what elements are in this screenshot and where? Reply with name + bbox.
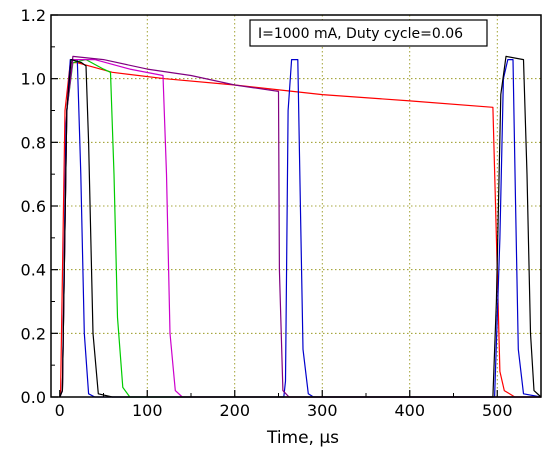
series-line-2: [59, 58, 542, 398]
x-tick-label: 0: [55, 401, 65, 420]
x-tick-label: 200: [219, 401, 250, 420]
y-tick-label: 0.6: [21, 197, 46, 216]
x-axis-title: Time, µs: [266, 428, 339, 448]
legend-box: I=1000 mA, Duty cycle=0.06: [249, 19, 488, 47]
x-tick-label: 300: [307, 401, 338, 420]
y-tick-label: 0.0: [21, 388, 46, 407]
y-tick-label: 1.0: [21, 70, 46, 89]
tick-labels: 0 100 200 300 400 500 0.0 0.2 0.4 0.6 0.8 1.0 1.2: [21, 6, 513, 420]
y-tick-label: 1.2: [21, 6, 46, 25]
x-tick-label: 500: [482, 401, 513, 420]
x-tick-label: 400: [394, 401, 425, 420]
legend-text: I=1000 mA, Duty cycle=0.06: [258, 26, 463, 42]
legend-frame: [249, 19, 488, 47]
grid-lines: [51, 15, 541, 397]
axis-ticks: [51, 14, 498, 398]
y-tick-label: 0.2: [21, 324, 46, 343]
y-tick-label: 0.4: [21, 261, 46, 280]
y-tick-label: 0.8: [21, 133, 46, 152]
x-tick-label: 100: [132, 401, 163, 420]
